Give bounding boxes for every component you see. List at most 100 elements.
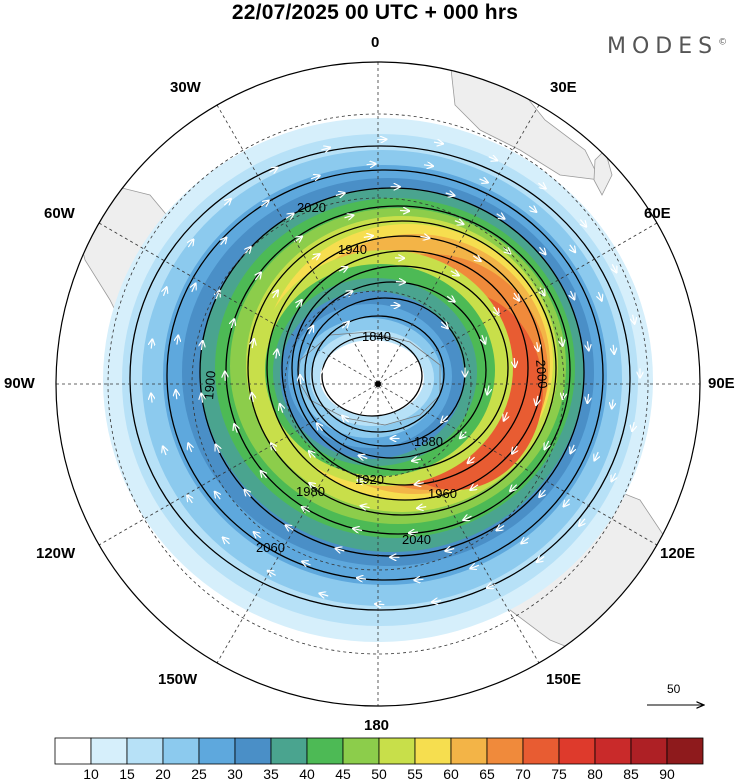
wind-arrow bbox=[269, 168, 277, 172]
wind-arrow bbox=[311, 254, 320, 259]
wind-arrow bbox=[454, 221, 463, 224]
colorbar-tick-label: 50 bbox=[371, 766, 387, 782]
wind-arrow bbox=[412, 459, 422, 461]
colorbar-tick-label: 80 bbox=[587, 766, 603, 782]
brand-text: MODES bbox=[607, 34, 719, 59]
wind-arrow bbox=[570, 244, 575, 252]
wind-arrow bbox=[463, 516, 472, 520]
lon-label-150w: 150W bbox=[158, 671, 198, 688]
wind-arrow bbox=[579, 518, 585, 526]
colorbar-tick-label: 40 bbox=[299, 766, 315, 782]
wind-arrow bbox=[415, 483, 424, 485]
wind-arrow bbox=[423, 165, 433, 166]
wind-arrow bbox=[215, 492, 220, 500]
wind-arrow bbox=[231, 319, 234, 329]
wind-arrow bbox=[587, 341, 588, 350]
wind-arrow bbox=[261, 471, 267, 479]
wind-arrow bbox=[587, 393, 588, 403]
wind-arrow bbox=[366, 164, 376, 165]
wind-arrow bbox=[177, 336, 178, 345]
wind-arrow bbox=[613, 344, 614, 354]
wind-arrow bbox=[338, 267, 347, 271]
colorbar-box bbox=[234, 737, 272, 765]
wind-arrow bbox=[540, 246, 546, 254]
colorbar-tick-label: 20 bbox=[155, 766, 171, 782]
colorbar-box bbox=[450, 737, 488, 765]
wind-arrow bbox=[528, 206, 536, 212]
lon-label-30w: 30W bbox=[170, 79, 201, 96]
wind-arrow bbox=[252, 339, 254, 349]
contour-2040 bbox=[166, 169, 604, 581]
wind-arrow bbox=[336, 549, 345, 552]
wind-arrow bbox=[342, 416, 350, 423]
wind-arrow bbox=[494, 306, 499, 315]
wind-arrow bbox=[512, 445, 517, 453]
colorbar-box bbox=[630, 737, 668, 765]
colorbar-tick-label: 30 bbox=[227, 766, 243, 782]
contour-2000 bbox=[225, 205, 571, 535]
wind-arrow bbox=[395, 282, 405, 283]
south-pole-marker bbox=[375, 381, 381, 387]
lat-circle-outer bbox=[107, 113, 649, 655]
lon-label-0: 0 bbox=[371, 34, 380, 51]
wind-arrow bbox=[409, 532, 419, 533]
wind-arrow bbox=[496, 214, 505, 219]
colorbar-box bbox=[522, 737, 560, 765]
contour-1940 bbox=[281, 250, 529, 486]
wind-arrow bbox=[310, 176, 319, 179]
wind-arrow bbox=[399, 211, 409, 212]
contour-1960 bbox=[266, 235, 544, 501]
contour-label: 1900 bbox=[201, 370, 218, 400]
colorbar-tick-label: 65 bbox=[479, 766, 495, 782]
wind-arrow bbox=[358, 480, 367, 483]
colorbar-box bbox=[378, 737, 416, 765]
wind-arrow bbox=[300, 375, 301, 385]
wind-arrow bbox=[417, 507, 427, 509]
wind-arrow bbox=[446, 296, 454, 301]
colorbar-tick-label: 35 bbox=[263, 766, 279, 782]
colorbar-box bbox=[198, 737, 236, 765]
colorbar-tick-label: 55 bbox=[407, 766, 423, 782]
wind-arrow bbox=[151, 340, 152, 349]
colorbar-box bbox=[54, 737, 92, 765]
wind-arrow bbox=[432, 601, 442, 603]
wind-arrow bbox=[223, 199, 231, 205]
lon-label-90w: 90W bbox=[4, 375, 35, 392]
wind-arrow bbox=[521, 538, 530, 543]
colorbar-box bbox=[126, 737, 164, 765]
wind-arrow bbox=[285, 214, 294, 219]
wind-arrow bbox=[192, 284, 196, 293]
contour-1900 bbox=[297, 281, 487, 459]
wind-arrow bbox=[612, 472, 616, 481]
wind-arrow bbox=[309, 451, 316, 457]
lon-label-30e: 30E bbox=[550, 79, 577, 96]
wind-arrow bbox=[223, 538, 230, 544]
wind-arrow bbox=[201, 341, 202, 351]
wind-arrow bbox=[245, 490, 251, 498]
brand-logo: MODES© bbox=[607, 34, 727, 59]
wind-arrow bbox=[375, 604, 385, 605]
colorbar-box bbox=[558, 737, 596, 765]
wind-arrow bbox=[564, 498, 570, 506]
wind-arrow bbox=[255, 273, 260, 281]
wind-arrow bbox=[260, 201, 268, 206]
wind-arrow bbox=[321, 148, 330, 151]
wind-arrow bbox=[357, 578, 367, 579]
wind-arrow bbox=[221, 238, 227, 246]
lon-label-120e: 120E bbox=[660, 545, 696, 562]
antarctica-coastline bbox=[297, 331, 441, 426]
polar-calm-core bbox=[320, 340, 424, 416]
lon-label-180: 180 bbox=[364, 717, 390, 734]
colorbar-tick-label: 85 bbox=[623, 766, 639, 782]
wind-arrow bbox=[317, 424, 323, 432]
wind-arrow bbox=[537, 342, 539, 351]
colorbar-box bbox=[414, 737, 452, 765]
contour-1980 bbox=[247, 220, 557, 516]
wind-vectors bbox=[151, 139, 640, 604]
wind-arrow bbox=[341, 322, 348, 329]
colorbar-box bbox=[162, 737, 200, 765]
wind-arrow bbox=[580, 219, 586, 227]
wind-arrow bbox=[176, 390, 177, 400]
wind-arrow bbox=[309, 326, 313, 335]
